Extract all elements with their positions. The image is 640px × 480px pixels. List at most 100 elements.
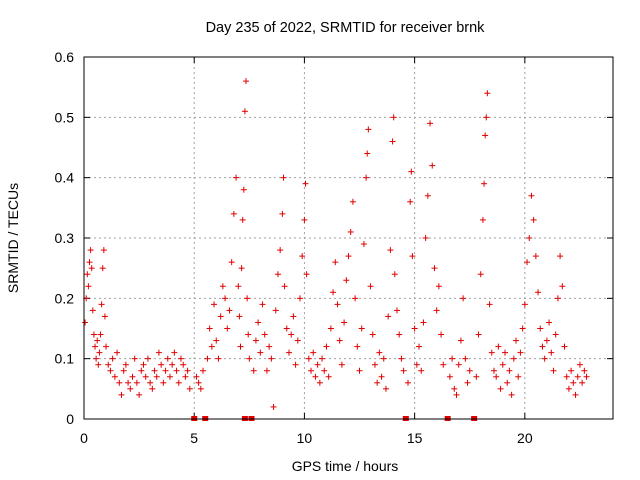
data-point: [380, 355, 387, 362]
data-point: [343, 277, 350, 284]
data-point: [153, 373, 160, 380]
data-point: [213, 337, 220, 344]
data-point: [266, 343, 273, 350]
data-point: [297, 295, 304, 302]
data-point: [453, 391, 460, 398]
data-point: [217, 313, 224, 320]
data-point: [136, 391, 143, 398]
data-point: [325, 373, 332, 380]
data-point: [240, 186, 247, 193]
data-point: [140, 361, 147, 368]
data-point: [208, 343, 215, 350]
data-point: [206, 325, 213, 332]
data-point: [129, 373, 136, 380]
data-point: [336, 337, 343, 344]
data-point: [407, 198, 414, 205]
data-point: [186, 385, 193, 392]
data-point: [341, 319, 348, 326]
data-point: [513, 337, 520, 344]
data-point: [561, 343, 568, 350]
data-point: [576, 361, 583, 368]
data-point: [535, 289, 542, 296]
data-point: [277, 247, 284, 254]
data-point: [486, 301, 493, 308]
data-point: [398, 355, 405, 362]
data-point: [484, 90, 491, 97]
data-point: [272, 307, 279, 314]
data-point: [390, 114, 397, 121]
data-point: [118, 391, 125, 398]
data-point: [166, 373, 173, 380]
data-point: [356, 367, 363, 374]
data-point: [99, 265, 106, 272]
data-point: [263, 367, 270, 374]
data-point: [127, 385, 134, 392]
data-point: [131, 355, 138, 362]
data-point: [431, 265, 438, 272]
data-point: [420, 319, 427, 326]
data-point: [175, 379, 182, 386]
data-point: [270, 403, 277, 410]
data-point: [204, 355, 211, 362]
data-point: [299, 253, 306, 260]
data-point: [572, 391, 579, 398]
data-point: [330, 289, 337, 296]
data-point: [411, 325, 418, 332]
data-point: [259, 301, 266, 308]
data-point: [305, 355, 312, 362]
data-point: [543, 337, 550, 344]
data-point: [151, 367, 158, 374]
data-point: [308, 367, 315, 374]
data-point: [144, 355, 151, 362]
data-point: [120, 367, 127, 374]
data-point: [301, 216, 308, 223]
data-point: [413, 361, 420, 368]
data-point: [515, 373, 522, 380]
data-point: [244, 295, 251, 302]
plot-frame: [83, 56, 614, 420]
data-point: [158, 361, 165, 368]
data-point: [552, 331, 559, 338]
data-point: [149, 385, 156, 392]
data-point: [490, 367, 497, 374]
data-point: [338, 361, 345, 368]
y-tick-label: 0.6: [55, 49, 75, 65]
data-point: [477, 271, 484, 278]
data-point: [122, 361, 129, 368]
data-point: [138, 367, 145, 374]
data-point: [568, 367, 575, 374]
data-point: [409, 253, 416, 260]
data-point: [147, 379, 154, 386]
data-point: [528, 192, 535, 199]
data-point: [219, 283, 226, 290]
data-point: [101, 313, 108, 320]
data-point: [90, 331, 97, 338]
data-point: [250, 367, 257, 374]
data-point: [142, 373, 149, 380]
data-point: [416, 343, 423, 350]
data-point: [440, 361, 447, 368]
data-point: [563, 373, 570, 380]
data-point: [319, 355, 326, 362]
data-point: [125, 379, 132, 386]
data-point: [193, 373, 200, 380]
data-point: [418, 367, 425, 374]
data-point: [530, 216, 537, 223]
data-point: [466, 367, 473, 374]
data-point: [211, 301, 218, 308]
data-point: [173, 367, 180, 374]
data-point: [438, 331, 445, 338]
data-point: [285, 349, 292, 356]
data-point: [226, 307, 233, 314]
data-point: [354, 343, 361, 350]
data-point: [239, 216, 246, 223]
data-point: [105, 361, 112, 368]
data-point: [497, 385, 504, 392]
data-point: [215, 355, 222, 362]
data-point: [182, 373, 189, 380]
data-point: [323, 343, 330, 350]
data-point: [241, 108, 248, 115]
data-point: [479, 216, 486, 223]
data-point: [334, 301, 341, 308]
data-point: [385, 313, 392, 320]
